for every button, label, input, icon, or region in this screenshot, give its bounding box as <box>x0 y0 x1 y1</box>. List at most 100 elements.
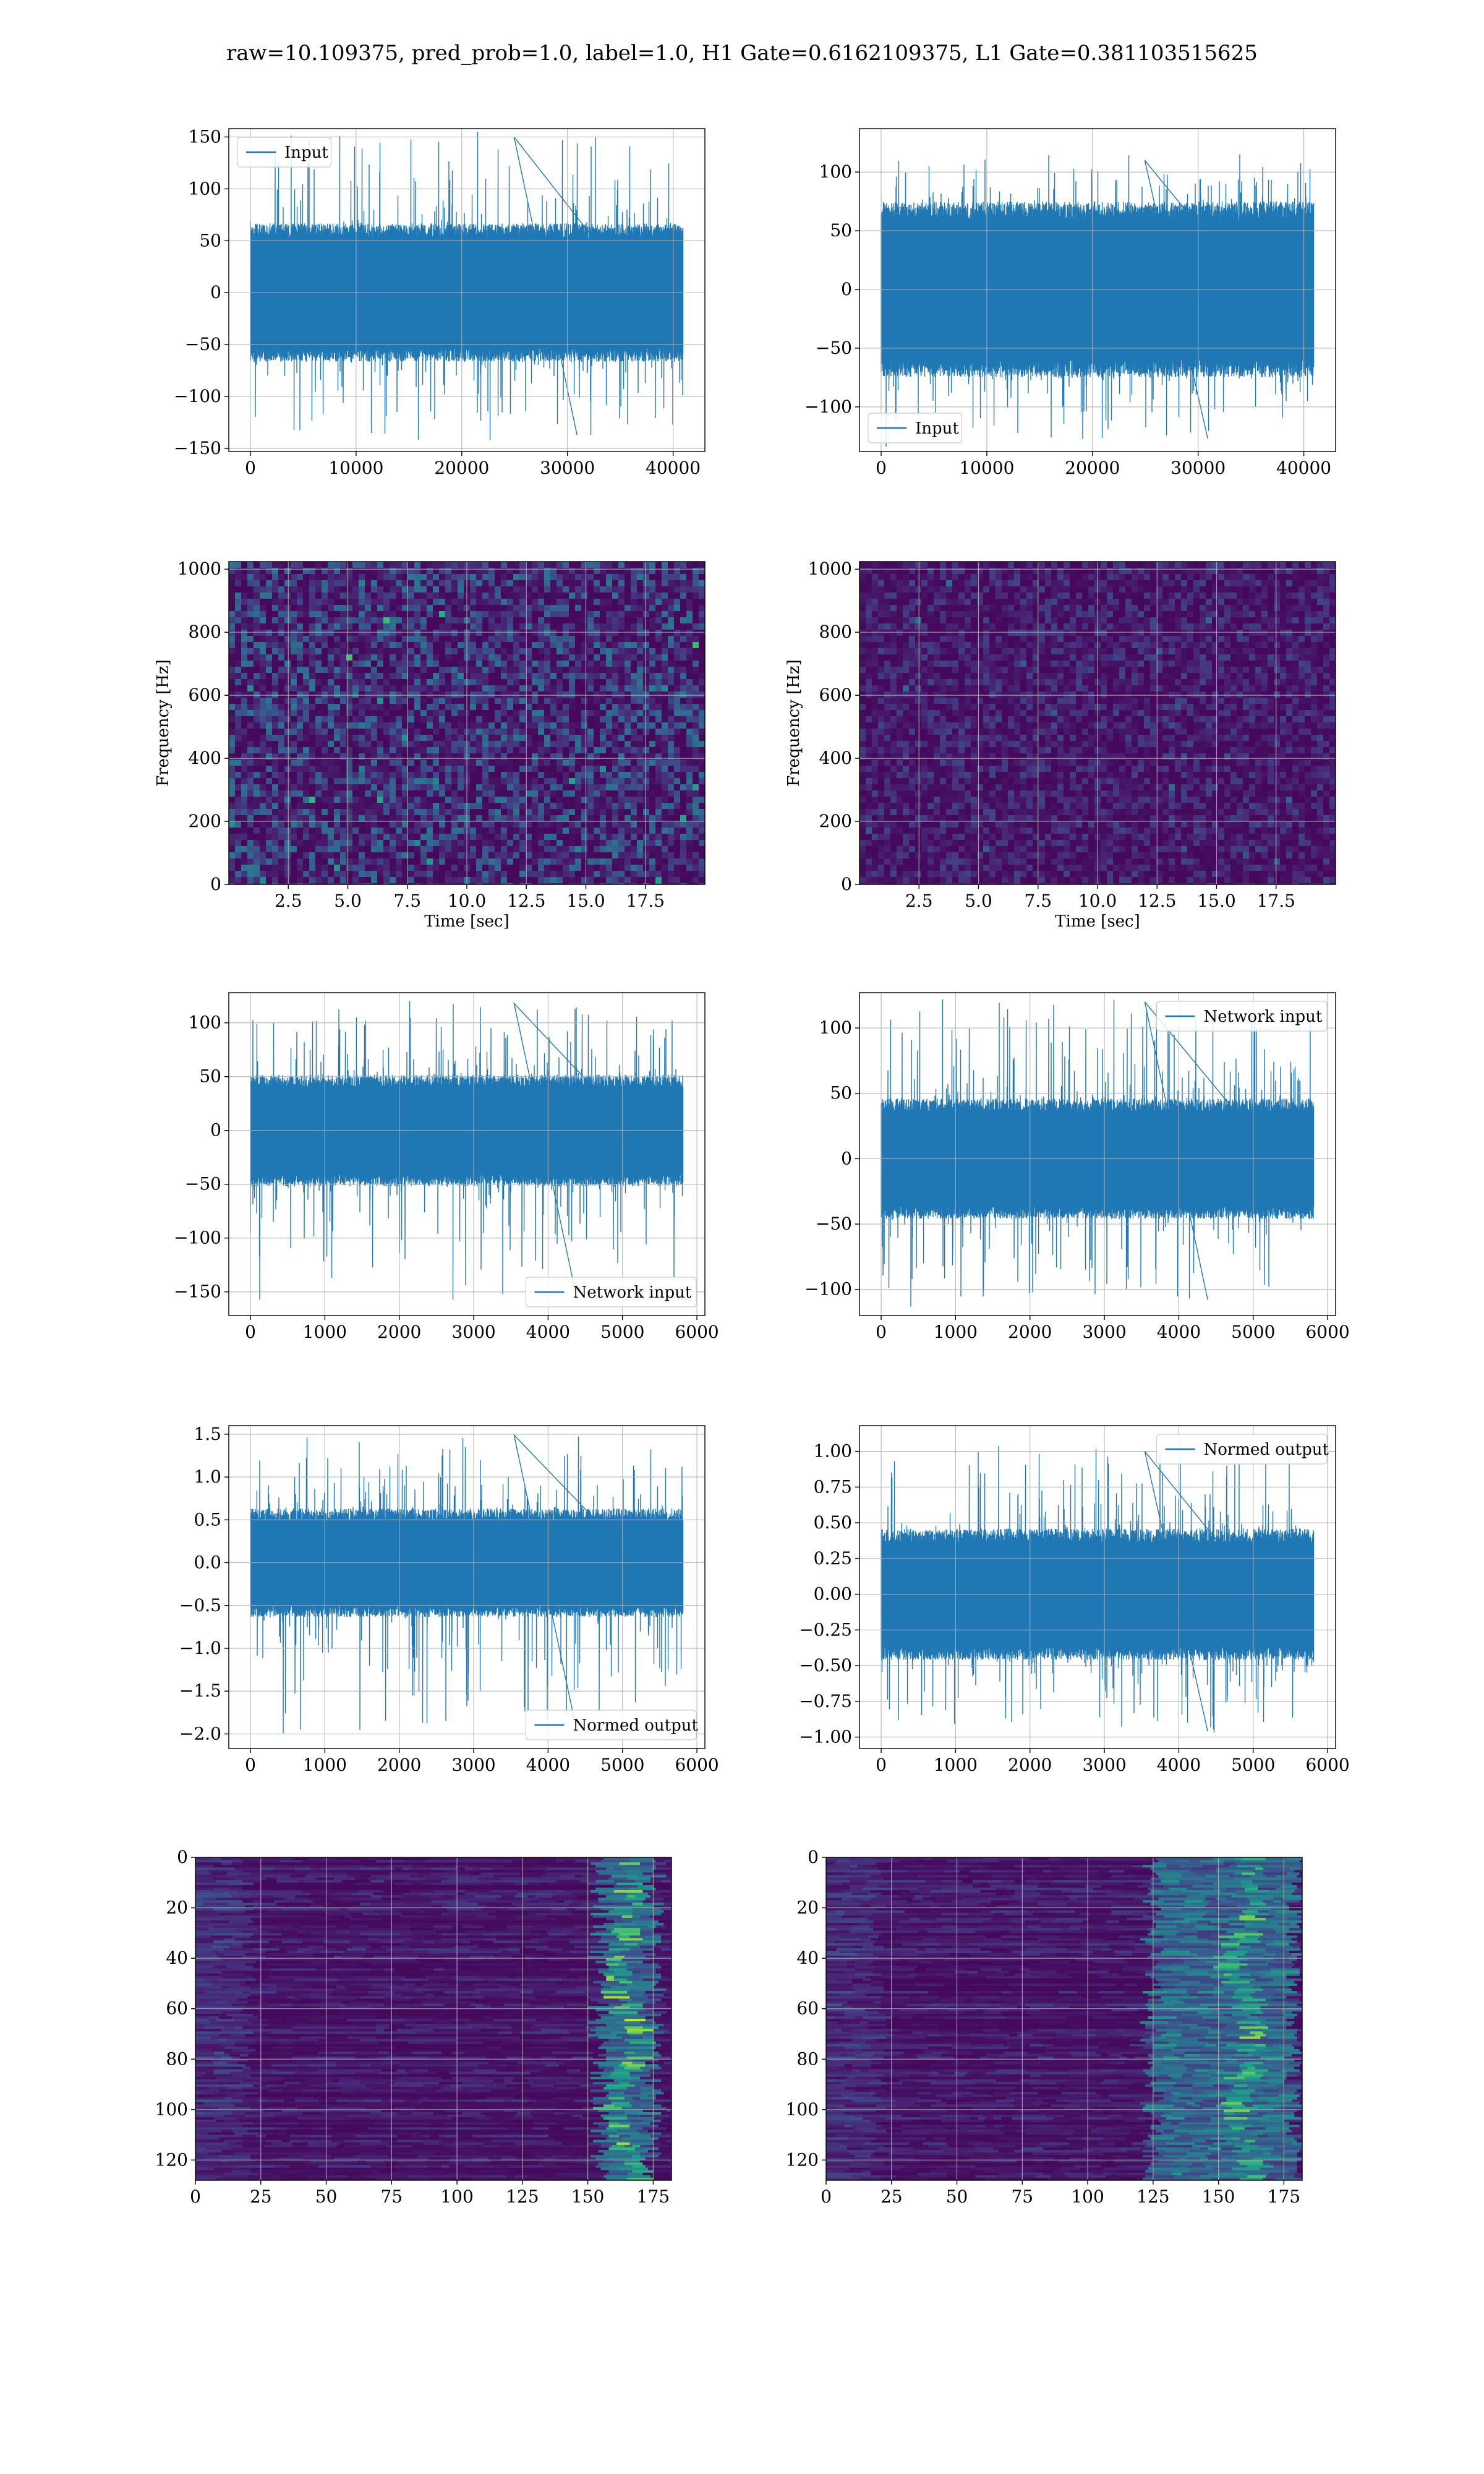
heatmap-cell <box>526 852 532 859</box>
heatmap-cell <box>556 716 563 723</box>
heatmap-cell <box>390 735 396 742</box>
heatmap-cell <box>445 586 452 593</box>
heatmap-cell <box>655 871 662 878</box>
heatmap-cell <box>526 834 532 841</box>
heatmap-cell <box>495 741 501 748</box>
heatmap-cell <box>476 654 483 661</box>
heatmap-cell <box>334 753 341 760</box>
heatmap-cell <box>328 803 335 810</box>
heatmap-cell <box>631 648 638 655</box>
heatmap-cell <box>526 828 532 834</box>
heatmap-cell <box>445 568 452 575</box>
heatmap-cell <box>346 617 353 624</box>
heatmap-cell <box>303 617 310 624</box>
heatmap-cell <box>934 778 940 785</box>
heatmap-cell <box>519 574 526 581</box>
heatmap-cell <box>470 852 477 859</box>
heatmap-cell <box>260 654 267 661</box>
heatmap-cell <box>655 605 662 612</box>
heatmap-cell <box>340 753 347 760</box>
heatmap-cell <box>235 617 242 624</box>
heatmap-cell <box>309 605 316 612</box>
heatmap-cell <box>322 562 328 568</box>
heatmap-cell <box>352 654 359 661</box>
heatmap-cell <box>408 623 415 630</box>
heatmap-cell <box>625 617 631 624</box>
heatmap-cell <box>414 661 421 667</box>
heatmap-cell <box>303 661 310 667</box>
heatmap-cell <box>544 778 551 785</box>
heatmap-cell <box>291 815 297 822</box>
heatmap-cell <box>532 661 539 667</box>
heatmap-cell <box>587 809 594 816</box>
heatmap-cell <box>655 574 662 581</box>
heatmap-cell <box>451 611 458 618</box>
heatmap-cell <box>662 784 668 791</box>
heatmap-cell <box>674 679 681 686</box>
heatmap-cell <box>470 593 477 599</box>
heatmap-cell <box>909 599 916 606</box>
heatmap-cell <box>563 691 569 698</box>
heatmap-cell <box>915 772 922 779</box>
heatmap-cell <box>247 648 254 655</box>
heatmap-cell <box>897 809 903 816</box>
heatmap-cell <box>439 834 446 841</box>
heatmap-cell <box>915 753 922 760</box>
heatmap-cell <box>581 846 588 853</box>
heatmap-cell <box>235 642 242 649</box>
heatmap-cell <box>519 599 526 606</box>
heatmap-cell <box>328 654 335 661</box>
heatmap-cell <box>921 747 928 754</box>
heatmap-cell <box>439 766 446 773</box>
heatmap-cell <box>297 605 304 612</box>
heatmap-cell <box>352 722 359 729</box>
heatmap-cell <box>488 568 495 575</box>
heatmap-cell <box>297 815 304 822</box>
heatmap-cell <box>334 605 341 612</box>
heatmap-cell <box>476 691 483 698</box>
heatmap-cell <box>439 704 446 711</box>
heatmap-cell <box>284 661 291 667</box>
heatmap-cell <box>383 648 390 655</box>
heatmap-cell <box>433 784 440 791</box>
heatmap-cell <box>352 562 359 568</box>
heatmap-cell <box>556 580 563 587</box>
heatmap-cell <box>427 729 433 735</box>
heatmap-cell <box>433 729 440 735</box>
heatmap-cell <box>371 691 378 698</box>
heatmap-cell <box>322 809 328 816</box>
heatmap-cell <box>272 586 279 593</box>
heatmap-cell <box>600 710 607 717</box>
heatmap-cell <box>909 760 916 766</box>
heatmap-cell <box>241 753 248 760</box>
heatmap-cell <box>655 593 662 599</box>
heatmap-cell <box>278 790 285 797</box>
heatmap-cell <box>581 605 588 612</box>
heatmap-cell <box>612 821 619 828</box>
heatmap-cell <box>680 803 687 810</box>
heatmap-cell <box>618 654 625 661</box>
heatmap-cell <box>309 741 316 748</box>
heatmap-cell <box>655 815 662 822</box>
heatmap-cell <box>229 760 236 766</box>
heatmap-cell <box>260 729 267 735</box>
heatmap-cell <box>606 772 613 779</box>
heatmap-cell <box>662 623 668 630</box>
heatmap-cell <box>371 716 378 723</box>
heatmap-cell <box>272 617 279 624</box>
heatmap-cell <box>581 877 588 884</box>
heatmap-cell <box>625 648 631 655</box>
heatmap-cell <box>346 735 353 742</box>
heatmap-cell <box>637 797 644 803</box>
heatmap-cell <box>433 679 440 686</box>
heatmap-cell <box>470 729 477 735</box>
heatmap-cell <box>260 642 267 649</box>
heatmap-cell <box>501 617 508 624</box>
heatmap-cell <box>451 580 458 587</box>
heatmap-cell <box>946 574 953 581</box>
heatmap-cell <box>662 716 668 723</box>
heatmap-cell <box>507 630 514 636</box>
heatmap-cell <box>686 821 693 828</box>
heatmap-cell <box>445 865 452 871</box>
heatmap-cell <box>538 648 545 655</box>
